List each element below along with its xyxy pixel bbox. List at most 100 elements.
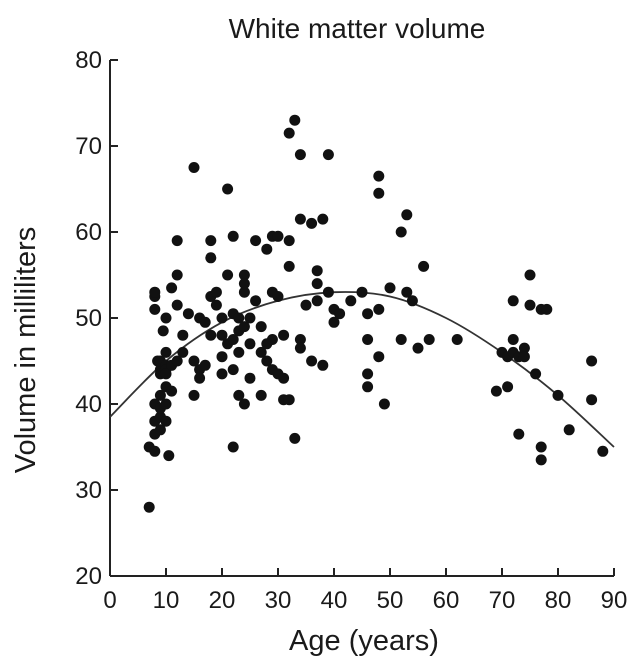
data-point	[373, 187, 385, 199]
data-point	[563, 424, 575, 436]
data-point	[423, 334, 435, 345]
data-point	[266, 334, 278, 345]
data-point	[205, 235, 217, 247]
data-point	[373, 170, 385, 182]
data-point	[171, 299, 183, 311]
data-point	[328, 316, 340, 328]
data-point	[154, 424, 166, 436]
y-tick-label: 40	[75, 391, 102, 418]
x-tick-label: 50	[377, 587, 404, 614]
data-point	[149, 303, 161, 315]
data-point	[216, 351, 228, 363]
data-point	[227, 441, 239, 453]
data-point	[233, 346, 245, 358]
data-point	[294, 342, 306, 354]
data-point	[261, 243, 273, 255]
data-point	[278, 372, 290, 384]
data-point	[143, 501, 155, 513]
data-point	[216, 329, 228, 341]
data-point	[163, 450, 175, 462]
y-tick-label: 50	[75, 305, 102, 332]
data-point	[586, 394, 598, 406]
data-point	[362, 368, 374, 380]
x-tick-label: 0	[103, 587, 116, 614]
data-point	[278, 329, 290, 341]
data-point	[294, 213, 306, 225]
y-axis-label: Volume in milliliters	[10, 227, 42, 474]
data-point	[384, 282, 396, 294]
data-point	[535, 454, 547, 466]
data-point	[205, 329, 217, 341]
data-point	[171, 235, 183, 247]
data-point	[311, 265, 323, 277]
data-point	[160, 368, 172, 380]
data-point	[373, 303, 385, 315]
data-point	[334, 308, 346, 320]
data-point	[149, 286, 161, 298]
data-point	[406, 295, 418, 307]
data-point	[289, 114, 301, 126]
data-point	[552, 389, 564, 401]
data-point	[160, 346, 172, 358]
data-point	[227, 230, 239, 242]
data-point	[401, 209, 413, 221]
data-point	[373, 351, 385, 363]
data-point	[518, 351, 530, 363]
data-point	[166, 385, 178, 397]
x-tick-label: 70	[489, 587, 516, 614]
x-tick-label: 40	[321, 587, 348, 614]
data-point	[395, 334, 407, 345]
data-point	[294, 149, 306, 161]
data-point	[160, 312, 172, 324]
data-point	[255, 346, 267, 358]
data-point	[283, 127, 295, 139]
data-point	[188, 389, 200, 401]
data-point	[412, 342, 424, 354]
y-ticks: 20 30 40 50 60 70 80	[75, 47, 118, 590]
x-tick-label: 90	[601, 587, 628, 614]
data-point	[272, 291, 284, 302]
x-tick-label: 20	[209, 587, 236, 614]
data-point	[238, 321, 250, 333]
data-point	[199, 316, 211, 328]
y-tick-label: 70	[75, 133, 102, 160]
data-point	[317, 213, 329, 225]
data-point	[530, 368, 542, 380]
data-point	[524, 299, 536, 311]
data-point	[222, 269, 234, 281]
x-tick-label: 80	[545, 587, 572, 614]
data-point	[356, 286, 368, 298]
data-point	[171, 269, 183, 281]
data-point	[222, 183, 234, 195]
data-point	[541, 303, 553, 315]
data-point	[166, 282, 178, 294]
data-point	[535, 441, 547, 453]
data-point	[255, 321, 267, 333]
data-point	[283, 235, 295, 247]
data-point	[283, 394, 295, 406]
data-point	[194, 372, 206, 384]
data-point	[205, 252, 217, 264]
data-point	[182, 308, 194, 320]
data-point	[188, 162, 200, 173]
data-point	[502, 381, 514, 393]
data-point	[154, 389, 166, 401]
data-point	[362, 334, 374, 345]
data-point	[238, 398, 250, 410]
data-point	[250, 235, 262, 247]
data-point	[317, 359, 329, 371]
data-point	[216, 312, 228, 324]
y-tick-label: 20	[75, 563, 102, 590]
data-point	[322, 286, 334, 298]
data-point	[300, 299, 312, 311]
data-point	[199, 359, 211, 371]
y-tick-label: 60	[75, 219, 102, 246]
data-point	[362, 381, 374, 393]
data-point	[188, 355, 200, 367]
x-axis-label: Age (years)	[289, 625, 439, 657]
data-point	[524, 269, 536, 281]
data-point	[244, 338, 256, 350]
data-point	[261, 355, 273, 367]
data-point	[597, 445, 609, 457]
